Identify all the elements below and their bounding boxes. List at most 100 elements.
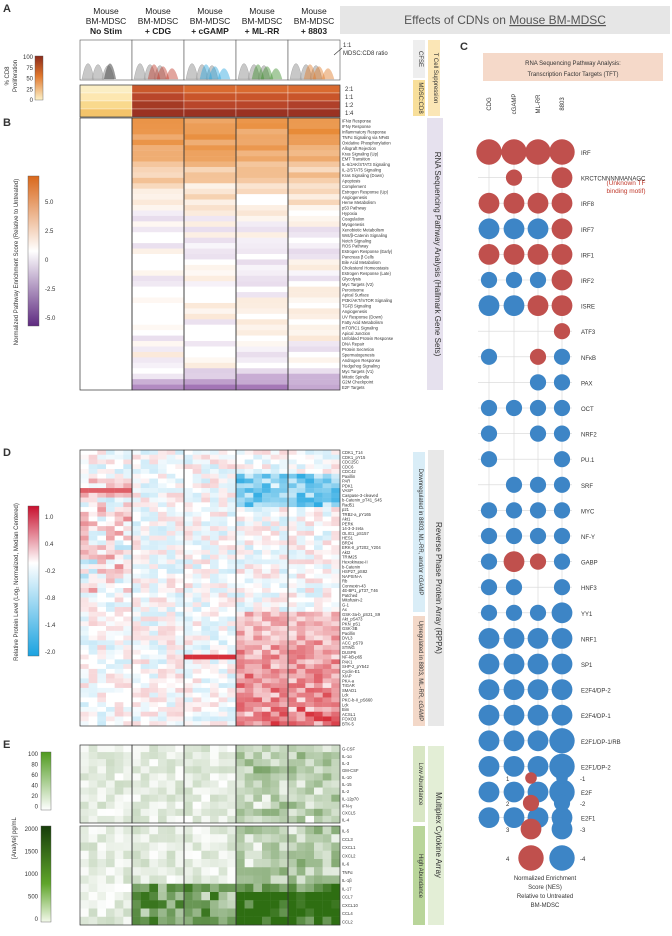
rppa-heatmap-cell — [331, 588, 341, 593]
rppa-heatmap-cell — [201, 602, 211, 608]
pathway-label: TGFβ Signaling — [342, 304, 372, 309]
rppa-heatmap-cell — [244, 454, 254, 460]
cytokine-low-label: IL-10 — [342, 775, 352, 780]
tft-bubble — [553, 451, 571, 468]
pathway-heatmap-cell — [288, 210, 340, 217]
cytokine-heatmap-cell — [227, 766, 237, 774]
pathway-heatmap-cell — [184, 183, 236, 189]
rppa-heatmap-cell — [210, 645, 219, 651]
rppa-heatmap-cell — [244, 507, 254, 513]
pathway-heatmap-cell — [132, 145, 184, 151]
rppa-heatmap-cell — [305, 559, 315, 565]
column-header-condition: + CDG — [145, 26, 172, 36]
colorbar-a-tick: 100 — [23, 55, 34, 61]
rppa-heatmap-cell — [175, 678, 185, 684]
rppa-heatmap-cell — [132, 592, 141, 598]
cytokine-heatmap-cell — [132, 745, 141, 753]
rppa-heatmap-cell — [88, 583, 98, 589]
rppa-heatmap-cell — [166, 535, 176, 541]
rppa-heatmap-cell — [158, 497, 167, 503]
rppa-heatmap-cell — [322, 521, 332, 527]
cytokine-heatmap-cell — [192, 867, 202, 876]
tft-bubble — [480, 271, 498, 289]
rppa-heatmap-cell — [279, 511, 289, 517]
cytokine-heatmap-cell — [322, 875, 332, 884]
rppa-heatmap-cell — [331, 540, 341, 546]
rppa-heatmap-cell — [218, 611, 228, 617]
rppa-heatmap-cell — [123, 649, 133, 655]
rppa-heatmap-cell — [270, 521, 280, 527]
cytokine-heatmap-cell — [123, 780, 133, 788]
cytokine-heatmap-cell — [140, 759, 150, 767]
rppa-heatmap-cell — [236, 635, 245, 641]
rppa-heatmap-cell — [106, 716, 115, 722]
rppa-heatmap-cell — [175, 511, 185, 517]
rppa-heatmap-cell — [166, 654, 176, 660]
rppa-heatmap-cell — [140, 716, 150, 722]
rppa-heatmap-cell — [80, 454, 89, 460]
cytokine-heatmap-cell — [314, 801, 323, 810]
rppa-heatmap-cell — [305, 483, 315, 489]
cytokine-low-label: IL-3 — [342, 761, 350, 766]
pathway-heatmap-cell — [80, 177, 132, 184]
tft-bubble — [553, 502, 571, 519]
rppa-heatmap-cell — [166, 573, 176, 579]
suppression-cell — [79, 84, 133, 94]
rppa-heatmap-cell — [244, 607, 254, 612]
rppa-protein-label: PKC-b-II_pS660 — [342, 697, 373, 702]
colorbar-b-tick: 5.0 — [45, 200, 54, 206]
cytokine-heatmap-cell — [279, 773, 289, 781]
rppa-heatmap-cell — [296, 483, 306, 489]
rppa-heatmap-cell — [322, 687, 332, 693]
rppa-heatmap-cell — [236, 597, 245, 603]
cytokine-heatmap-cell — [331, 787, 341, 795]
rppa-protein-label: NAPSIN-A — [342, 574, 362, 579]
rppa-heatmap-cell — [88, 673, 98, 679]
rppa-heatmap-cell — [97, 530, 107, 536]
rppa-heatmap-cell — [210, 583, 219, 589]
rppa-heatmap-cell — [227, 521, 237, 527]
cytokine-heatmap-cell — [288, 867, 297, 876]
rppa-heatmap-cell — [80, 488, 89, 494]
rppa-heatmap-cell — [331, 673, 341, 679]
pathway-heatmap-cell — [288, 156, 340, 162]
rppa-heatmap-cell — [227, 540, 237, 546]
cytokine-heatmap-cell — [296, 773, 306, 781]
rppa-heatmap-cell — [97, 611, 107, 617]
rppa-heatmap-cell — [270, 664, 280, 670]
rppa-heatmap-cell — [210, 545, 219, 551]
rppa-heatmap-cell — [184, 692, 193, 698]
cytokine-heatmap-cell — [123, 815, 133, 824]
cytokine-high-label: CXCL10 — [342, 903, 358, 908]
rppa-heatmap-cell — [322, 549, 332, 555]
cytokine-heatmap-cell — [201, 794, 211, 802]
pathway-label: Estrogen Response (Early) — [342, 249, 393, 254]
rppa-heatmap-cell — [227, 678, 237, 684]
cytokine-heatmap-cell — [80, 826, 89, 835]
rppa-heatmap-cell — [201, 607, 211, 612]
rppa-heatmap-cell — [236, 459, 245, 465]
rppa-heatmap-cell — [201, 497, 211, 503]
rppa-up-box — [413, 616, 425, 726]
rppa-heatmap-cell — [132, 721, 141, 727]
rppa-heatmap-cell — [132, 469, 141, 474]
rppa-heatmap-cell — [114, 564, 124, 570]
rppa-heatmap-cell — [288, 511, 297, 517]
rppa-heatmap-cell — [80, 721, 89, 727]
rppa-heatmap-cell — [244, 673, 254, 679]
rppa-heatmap-cell — [192, 535, 202, 541]
legend-caption-line: BM-MDSC — [531, 903, 560, 909]
histogram-peak-dark — [104, 63, 116, 79]
rppa-heatmap-cell — [322, 483, 332, 489]
rppa-heatmap-cell — [97, 692, 107, 698]
cytokine-heatmap-cell — [236, 908, 245, 917]
rppa-heatmap-cell — [296, 450, 306, 455]
pathway-heatmap-cell — [184, 302, 236, 309]
tft-bubble — [529, 374, 547, 391]
rppa-heatmap-cell — [80, 469, 89, 474]
cytokine-heatmap-cell — [314, 745, 323, 753]
rppa-heatmap-cell — [123, 659, 133, 665]
rppa-heatmap-cell — [218, 507, 228, 513]
rppa-heatmap-cell — [149, 640, 159, 646]
rppa-heatmap-cell — [236, 583, 245, 589]
